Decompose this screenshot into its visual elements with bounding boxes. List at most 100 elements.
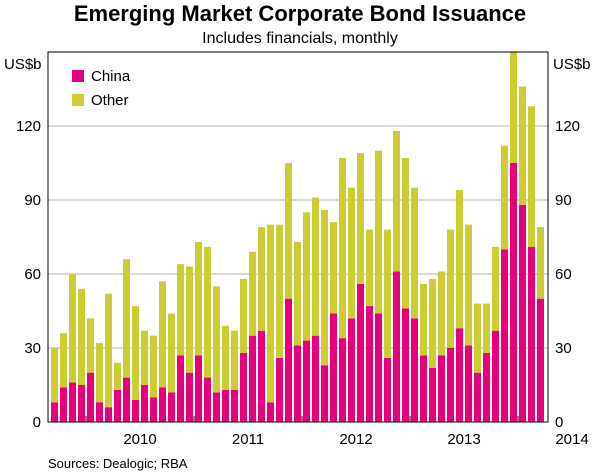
- y-axis-label-left: US$b: [4, 56, 42, 73]
- bar-china: [222, 389, 229, 422]
- bar-other: [528, 106, 535, 247]
- bar-china: [384, 357, 391, 422]
- sources-footnote: Sources: Dealogic; RBA: [48, 456, 188, 471]
- bar-other: [330, 222, 337, 314]
- bar-china: [357, 283, 364, 422]
- legend: China Other: [72, 68, 131, 109]
- x-tick-label: 2012: [339, 431, 372, 448]
- y-tick-label-left: 90: [24, 192, 41, 209]
- bar-china: [294, 345, 301, 422]
- chart-title: Emerging Market Corporate Bond Issuance: [73, 1, 527, 26]
- bar-china: [150, 397, 157, 422]
- bar-china: [393, 271, 400, 422]
- bar-other: [141, 330, 148, 385]
- axes: 0 0 30 30 60 60 90 90 120 120 2010 2011 2012 2013 2014: [16, 118, 589, 448]
- y-tick-label-right: 60: [555, 266, 572, 283]
- bar-china: [168, 392, 175, 422]
- bar-other: [492, 246, 499, 331]
- bar-china: [483, 352, 490, 422]
- bar-china: [195, 355, 202, 422]
- bar-china: [114, 389, 121, 422]
- legend-swatch-other: [72, 94, 84, 106]
- chart-subtitle: Includes financials, monthly: [202, 30, 398, 47]
- bar-china: [321, 365, 328, 422]
- legend-label-other: Other: [91, 92, 129, 109]
- bar-china: [438, 355, 445, 422]
- bar-china: [177, 355, 184, 422]
- bar-other: [393, 130, 400, 272]
- bar-other: [123, 259, 130, 378]
- bar-other: [357, 153, 364, 284]
- bar-china: [204, 377, 211, 422]
- bar-china: [447, 348, 454, 422]
- y-tick-label-left: 120: [16, 118, 41, 135]
- bar-other: [519, 86, 526, 205]
- x-tick-label: 2010: [123, 431, 156, 448]
- y-axis-label-right: US$b: [553, 56, 591, 73]
- bar-other: [312, 197, 319, 336]
- bar-other: [537, 227, 544, 299]
- bar-china: [303, 340, 310, 422]
- bar-other: [231, 330, 238, 390]
- bar-other: [420, 283, 427, 356]
- bar-china: [249, 335, 256, 422]
- bar-other: [294, 241, 301, 346]
- bar-china: [429, 367, 436, 422]
- bar-china: [375, 313, 382, 422]
- bar-other: [114, 362, 121, 390]
- bar-china: [456, 328, 463, 422]
- bar-other: [510, 52, 517, 163]
- bar-other: [177, 264, 184, 356]
- bar-china: [312, 335, 319, 422]
- bar-other: [402, 158, 409, 309]
- bar-china: [348, 318, 355, 422]
- y-tick-label-right: 0: [555, 414, 563, 431]
- bar-china: [60, 387, 67, 422]
- bar-china: [339, 338, 346, 422]
- bar-other: [168, 313, 175, 393]
- bar-china: [258, 330, 265, 422]
- bar-other: [438, 271, 445, 356]
- bar-other: [132, 306, 139, 400]
- bar-china: [132, 399, 139, 422]
- legend-label-china: China: [91, 68, 131, 85]
- bar-china: [492, 330, 499, 422]
- bar-china: [213, 392, 220, 422]
- x-tick-label: 2011: [232, 431, 264, 448]
- bar-other: [348, 187, 355, 319]
- bar-other: [96, 343, 103, 403]
- bar-other: [267, 224, 274, 403]
- bar-china: [159, 387, 166, 422]
- y-tick-label-left: 60: [24, 266, 41, 283]
- bar-other: [483, 303, 490, 353]
- y-tick-label-right: 120: [555, 118, 580, 135]
- bar-other: [456, 190, 463, 329]
- bar-china: [528, 246, 535, 422]
- bar-china: [51, 402, 58, 422]
- bar-china: [105, 407, 112, 422]
- bar-other: [249, 251, 256, 336]
- bar-china: [276, 357, 283, 422]
- bar-other: [447, 229, 454, 348]
- bar-other: [501, 145, 508, 250]
- bar-other: [204, 246, 211, 378]
- bar-china: [96, 402, 103, 422]
- bar-other: [78, 288, 85, 385]
- bar-other: [339, 158, 346, 339]
- bar-other: [87, 318, 94, 373]
- bar-other: [240, 278, 247, 353]
- bar-china: [267, 402, 274, 422]
- bar-china: [186, 372, 193, 422]
- plot-frame: [47, 51, 549, 423]
- y-tick-label-right: 30: [555, 340, 572, 357]
- bar-other: [195, 241, 202, 356]
- bar-china: [123, 377, 130, 422]
- bar-china: [510, 163, 517, 422]
- bar-other: [474, 303, 481, 373]
- bar-china: [537, 298, 544, 422]
- bar-other: [375, 150, 382, 314]
- bar-china: [69, 382, 76, 422]
- x-tick-label: 2014: [555, 431, 588, 448]
- bar-other: [429, 278, 436, 368]
- bar-other: [60, 333, 67, 388]
